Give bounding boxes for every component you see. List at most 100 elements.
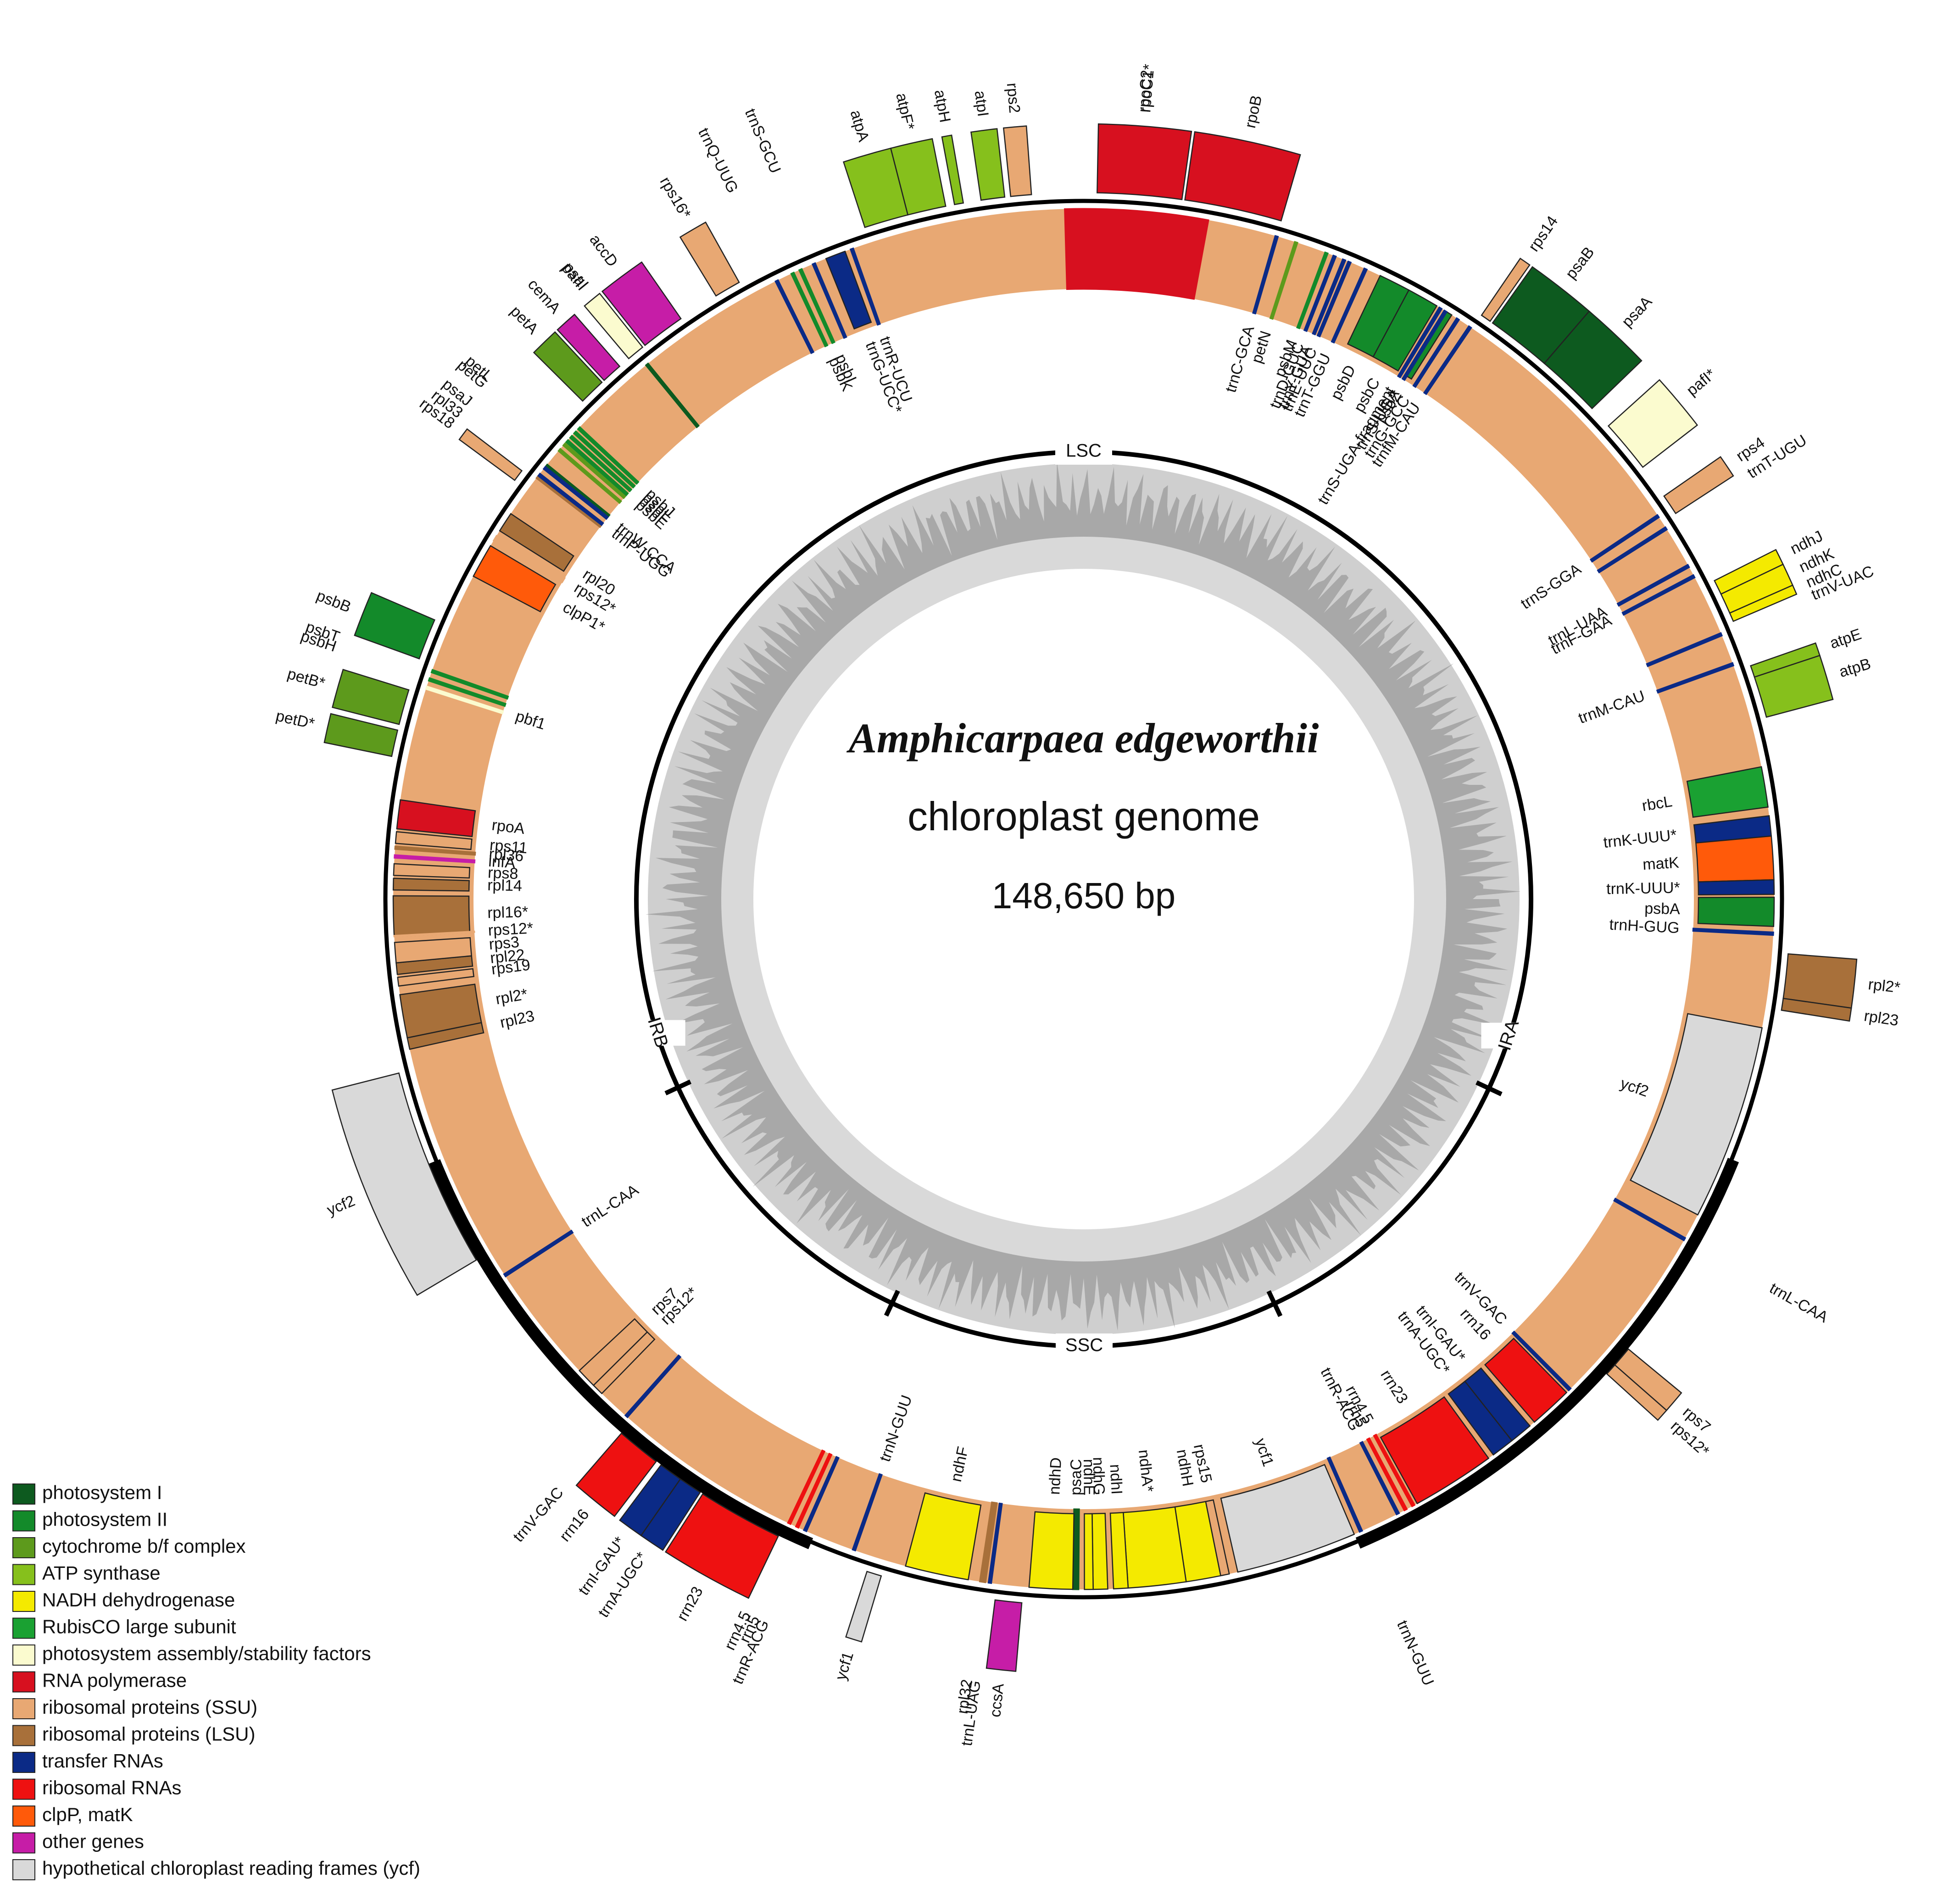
region-boundary-tick [1476, 1080, 1503, 1096]
gene-block [1629, 1013, 1763, 1216]
legend-swatch [12, 1752, 35, 1773]
gene-block [1484, 1337, 1568, 1423]
gene-label: rpl14 [487, 877, 522, 895]
gene-block [1296, 251, 1329, 329]
gene-block [392, 895, 471, 938]
gene-block [499, 513, 574, 572]
gene-label: trnK-UUU* [1603, 826, 1678, 851]
gene-block [1312, 258, 1347, 336]
gene-block [664, 1493, 779, 1599]
gene-label: ndhI [1107, 1464, 1126, 1495]
gene-block [562, 442, 627, 500]
gene-block [492, 534, 566, 583]
gene-block [428, 677, 507, 707]
gene-label: rrn16 [556, 1506, 593, 1545]
legend-label: clpP, matK [42, 1804, 133, 1825]
gene-label: rbcL [1641, 793, 1673, 815]
gene-label: ndhG [1090, 1457, 1108, 1495]
gene-block [1729, 584, 1798, 622]
gene-block [941, 134, 964, 206]
legend-label: ribosomal proteins (SSU) [42, 1696, 257, 1718]
gene-block [1084, 1513, 1094, 1590]
gene-block [979, 1501, 998, 1583]
gene-block [1091, 1512, 1108, 1590]
gene-block [425, 685, 504, 715]
gene-block [569, 434, 633, 493]
gene-label: petB* [285, 665, 327, 692]
gene-block [392, 878, 470, 892]
gene-label: atpH [931, 89, 954, 124]
gene-label: rpl2* [494, 985, 529, 1008]
gene-label: rrn23 [674, 1583, 707, 1624]
gene-label: rrn23 [1377, 1367, 1412, 1406]
gene-label: trnL-CAA [1766, 1279, 1831, 1326]
gene-block [1412, 317, 1460, 388]
gene-block [577, 426, 640, 485]
gene-block [987, 1502, 1003, 1584]
legend-swatch [12, 1591, 35, 1612]
gene-block [503, 1229, 574, 1278]
gene-block [573, 430, 636, 489]
gene-block [619, 1464, 681, 1537]
gene-block [1184, 131, 1301, 222]
region-label-bg [1056, 1333, 1113, 1359]
gene-label: matK [1642, 854, 1680, 873]
legend-swatch [12, 1510, 35, 1532]
gene-block [1692, 928, 1774, 936]
gene-block [331, 668, 410, 725]
gene-label: ycf2 [324, 1192, 357, 1219]
gene-block [1481, 257, 1531, 322]
region-label: SSC [1065, 1335, 1103, 1356]
gene-block [852, 1473, 883, 1552]
gene-block [1754, 655, 1834, 718]
region-boundary-tick [1266, 1290, 1283, 1317]
gene-block [533, 331, 603, 402]
gene-block [970, 128, 1006, 201]
gene-block [1359, 1441, 1400, 1516]
legend: photosystem I photosystem II cytochrome b/… [12, 1482, 420, 1880]
gene-label: cemA [524, 276, 564, 317]
legend-swatch [12, 1859, 35, 1880]
gene-block [845, 1571, 882, 1643]
gene-label: trnH-GUG [1609, 916, 1680, 937]
gene-label: trnM-CAU [1576, 687, 1647, 727]
gene-block [1331, 267, 1368, 344]
legend-swatch [12, 1564, 35, 1585]
gene-block [458, 428, 523, 481]
gene-label: trnL-CAA [579, 1181, 642, 1231]
gene-label: psbB [314, 587, 353, 616]
gene-block [1380, 1396, 1490, 1505]
gene-label: rpl2* [1867, 976, 1901, 996]
gene-label: rps14 [1525, 213, 1562, 255]
gene-block [1373, 1433, 1416, 1507]
gene-block [557, 448, 623, 504]
gene-label: rpoC2 [1135, 69, 1156, 113]
gene-label: pafI* [1683, 365, 1719, 399]
gene-block [1326, 1456, 1364, 1533]
gene-label: psbA [1644, 900, 1681, 918]
gene-label: accD [586, 231, 621, 270]
gene-block [1621, 574, 1696, 616]
gene-block [537, 472, 604, 526]
gene-label: atpA [847, 108, 873, 144]
gene-block [394, 937, 473, 964]
legend-swatch [12, 1806, 35, 1827]
gc-content-ring [646, 461, 1521, 1335]
inverted-repeat-arc [1355, 1158, 1739, 1549]
gene-label: rps12* [488, 919, 534, 939]
gene-label: rpoA [491, 817, 526, 838]
gene-label: ndhE [1080, 1459, 1098, 1495]
gene-block [1606, 1364, 1668, 1421]
gene-block [1697, 896, 1775, 927]
inverted-repeat-arc [429, 1159, 813, 1550]
gene-label: rpl36 [488, 845, 524, 865]
gene-label: atpF* [892, 91, 918, 132]
region-label: LSC [1066, 441, 1102, 461]
gene-block [575, 1432, 657, 1517]
legend-swatch [12, 1832, 35, 1854]
gene-block [1698, 879, 1775, 896]
gene-label: rpoB [1242, 94, 1265, 129]
gene-label: psaA [1618, 293, 1655, 331]
legend-swatch [12, 1537, 35, 1558]
